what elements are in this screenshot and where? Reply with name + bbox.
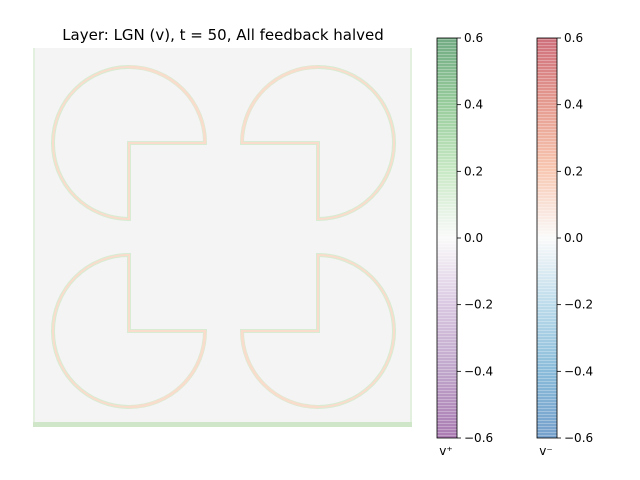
- heatmap-bottom-strip: [33, 422, 412, 427]
- colorbar-v-minus-ticks: 0.6 0.4 0.2 0.0 −0.2 −0.4 −0.6: [557, 31, 593, 445]
- colorbar-v-plus-tick-label: 0.4: [464, 98, 483, 112]
- colorbar-v-minus-tick-label: 0.0: [564, 231, 583, 245]
- colorbar-v-minus-tick-label: −0.4: [564, 364, 593, 378]
- heatmap-background: [33, 48, 412, 427]
- colorbar-v-minus-tick-label: −0.2: [564, 298, 593, 312]
- colorbar-v-plus-tick-label: −0.4: [464, 364, 493, 378]
- colorbar-v-minus-tick-label: 0.4: [564, 98, 583, 112]
- chart-title: Layer: LGN (v), t = 50, All feedback hal…: [62, 26, 384, 44]
- heatmap-left-edge: [33, 48, 35, 427]
- colorbar-v-plus-tick-label: 0.0: [464, 231, 483, 245]
- colorbar-v-plus-tick-label: 0.6: [464, 31, 483, 45]
- colorbar-v-minus-tick-label: 0.2: [564, 164, 583, 178]
- pacman-bottom-left: [51, 252, 208, 409]
- heatmap-right-edge: [410, 48, 412, 427]
- pacman-bottom-right: [239, 252, 396, 409]
- colorbar-v-plus-tick-label: −0.2: [464, 298, 493, 312]
- colorbar-v-minus-tick-label: −0.6: [564, 431, 593, 445]
- pacman-top-right: [239, 65, 396, 222]
- colorbar-v-minus-label: v⁻: [539, 444, 552, 458]
- colorbar-v-minus: 0.6 0.4 0.2 0.0 −0.2 −0.4 −0.6 v⁻: [536, 31, 593, 458]
- colorbar-v-plus: 0.6 0.4 0.2 0.0 −0.2 −0.4 −0.6 v⁺: [436, 31, 493, 458]
- colorbar-v-plus-label: v⁺: [439, 444, 452, 458]
- colorbar-v-plus-ticks: 0.6 0.4 0.2 0.0 −0.2 −0.4 −0.6: [457, 31, 493, 445]
- pacman-top-left: [51, 65, 208, 222]
- colorbar-v-plus-tick-label: 0.2: [464, 164, 483, 178]
- colorbar-v-plus-tick-label: −0.6: [464, 431, 493, 445]
- heatmap-image: [33, 48, 412, 427]
- colorbar-v-minus-tick-label: 0.6: [564, 31, 583, 45]
